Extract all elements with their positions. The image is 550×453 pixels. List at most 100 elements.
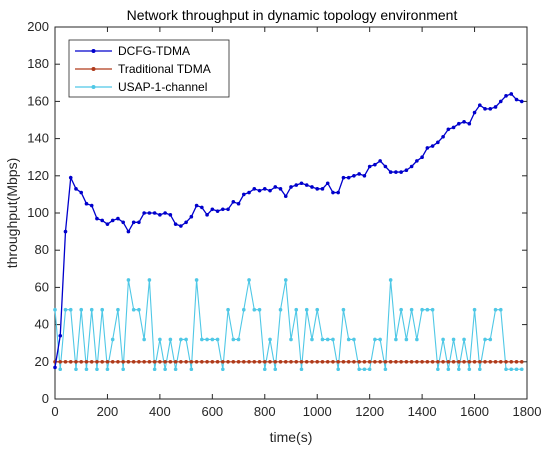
data-point xyxy=(430,360,435,364)
data-point xyxy=(221,367,225,372)
data-point xyxy=(262,360,267,364)
data-point xyxy=(116,216,120,221)
data-point xyxy=(184,220,188,225)
data-point xyxy=(325,181,330,186)
data-point xyxy=(420,360,424,364)
y-tick-label: 20 xyxy=(35,354,49,369)
data-point xyxy=(189,360,194,364)
data-point xyxy=(325,337,330,342)
data-point xyxy=(394,360,398,364)
data-point xyxy=(194,203,199,208)
data-point xyxy=(336,190,341,195)
data-point xyxy=(257,360,262,364)
data-point xyxy=(116,307,120,312)
data-point xyxy=(231,200,236,204)
data-point xyxy=(357,172,361,176)
data-point xyxy=(89,360,94,364)
data-point xyxy=(519,360,524,364)
y-tick-label: 80 xyxy=(35,242,49,257)
data-point xyxy=(110,218,115,223)
data-point xyxy=(409,360,414,364)
data-point xyxy=(362,174,367,178)
data-point xyxy=(210,337,215,342)
data-point xyxy=(231,360,236,364)
data-point xyxy=(504,367,508,372)
chart-title: Network throughput in dynamic topology e… xyxy=(127,7,458,23)
data-point xyxy=(304,307,309,312)
data-point xyxy=(200,205,204,210)
data-point xyxy=(299,360,304,364)
data-point xyxy=(383,164,388,169)
data-point xyxy=(158,213,162,217)
data-point xyxy=(116,360,120,364)
data-point xyxy=(320,187,325,191)
data-point xyxy=(89,307,94,312)
data-point xyxy=(467,367,472,372)
data-point xyxy=(278,307,283,312)
data-point xyxy=(420,307,424,312)
data-point xyxy=(420,155,424,159)
data-point xyxy=(446,367,451,372)
data-point xyxy=(142,360,146,364)
data-point xyxy=(493,105,498,109)
data-point xyxy=(331,337,335,342)
x-tick-label: 1800 xyxy=(513,404,542,419)
data-point xyxy=(451,337,456,342)
data-point xyxy=(457,367,461,372)
data-point xyxy=(415,337,419,342)
data-point xyxy=(58,333,63,338)
data-point xyxy=(215,337,220,342)
data-point xyxy=(273,360,278,364)
data-point xyxy=(283,194,288,199)
data-point xyxy=(105,367,110,372)
data-point xyxy=(194,278,199,282)
data-point xyxy=(509,360,514,364)
data-point xyxy=(110,360,115,364)
data-point xyxy=(205,213,209,217)
data-point xyxy=(221,207,225,212)
data-point xyxy=(252,187,257,191)
data-point xyxy=(504,94,508,98)
data-point xyxy=(378,360,382,364)
data-point xyxy=(184,337,188,342)
x-tick-label: 0 xyxy=(51,404,58,419)
data-point xyxy=(430,144,435,148)
data-point xyxy=(462,360,466,364)
data-point xyxy=(236,337,241,342)
data-point xyxy=(179,337,183,342)
y-axis-label: throughput(Mbps) xyxy=(4,158,20,269)
data-point xyxy=(430,307,435,312)
x-tick-label: 1000 xyxy=(303,404,332,419)
data-point xyxy=(147,211,152,215)
data-point xyxy=(262,367,267,372)
data-point xyxy=(247,360,251,364)
data-point xyxy=(299,367,304,372)
series-line xyxy=(54,279,522,370)
data-point xyxy=(63,307,68,312)
data-point xyxy=(273,185,278,189)
x-tick-label: 200 xyxy=(97,404,119,419)
legend-marker-usap xyxy=(91,85,96,89)
data-point xyxy=(378,159,382,163)
data-point xyxy=(514,360,519,364)
y-tick-label: 40 xyxy=(35,317,49,332)
data-point xyxy=(100,218,104,223)
data-point xyxy=(226,360,230,364)
data-point xyxy=(331,190,335,195)
data-point xyxy=(247,190,251,195)
data-point xyxy=(226,307,230,312)
y-tick-label: 200 xyxy=(27,19,49,34)
data-point xyxy=(352,337,356,342)
data-point xyxy=(320,337,325,342)
data-point xyxy=(483,360,487,364)
data-point xyxy=(436,367,440,372)
data-point xyxy=(409,164,414,169)
legend-label-traditional: Traditional TDMA xyxy=(118,62,211,76)
data-point xyxy=(472,360,477,364)
data-point xyxy=(268,188,272,193)
data-point xyxy=(346,337,351,342)
data-point xyxy=(200,360,204,364)
data-point xyxy=(236,360,241,364)
y-tick-label: 0 xyxy=(42,391,49,406)
